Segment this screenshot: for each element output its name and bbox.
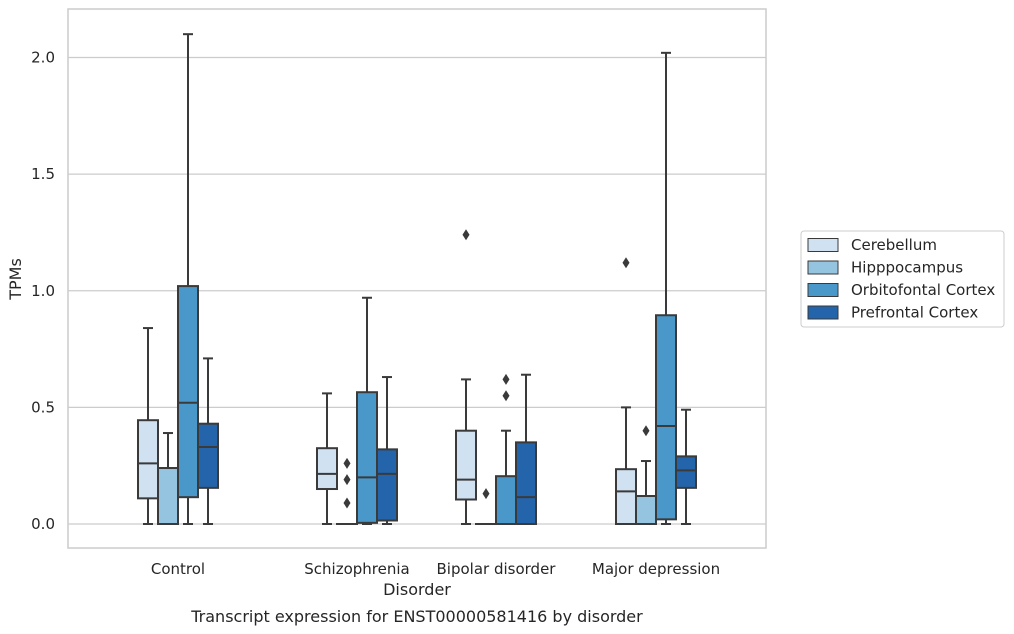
outlier-point [642, 425, 650, 437]
box-hipppocampus-1 [336, 457, 358, 526]
iqr-box [356, 391, 378, 524]
box-prefrontal-cortex-0 [197, 357, 219, 525]
legend-swatch [807, 260, 839, 275]
x-tick-label: Schizophrenia [304, 560, 409, 578]
box-hipppocampus-2 [475, 488, 497, 526]
iqr-box [655, 314, 677, 521]
outlier-point [343, 497, 351, 509]
plot-area-frame [67, 8, 767, 549]
iqr-box [455, 429, 477, 501]
outlier-point [343, 457, 351, 469]
y-tick-label: 1.5 [31, 165, 55, 183]
legend: Cerebellum Hipppocampus Orbitofontal Corte… [800, 230, 1005, 328]
box-orbitofontal-cortex-3 [655, 51, 677, 525]
y-tick-label: 1.0 [31, 282, 55, 300]
box-hipppocampus-3 [635, 425, 657, 526]
chart-caption: Transcript expression for ENST0000058141… [190, 607, 643, 626]
box-plot-marks [137, 33, 697, 526]
y-tick-labels: 0.0 0.5 1.0 1.5 2.0 [31, 49, 55, 534]
outlier-point [502, 373, 510, 385]
box-prefrontal-cortex-3 [675, 408, 697, 525]
outlier-point [482, 488, 490, 500]
box-cerebellum-3 [615, 257, 637, 525]
iqr-box [675, 455, 697, 489]
iqr-box [635, 495, 657, 526]
legend-label: Prefrontal Cortex [851, 304, 978, 322]
iqr-box [515, 441, 537, 525]
iqr-box [316, 447, 338, 491]
box-cerebellum-0 [137, 327, 159, 525]
legend-swatch [807, 238, 839, 252]
outlier-point [343, 474, 351, 486]
iqr-box [495, 475, 517, 525]
legend-swatch [807, 283, 839, 297]
iqr-box [157, 467, 179, 525]
x-tick-label: Control [151, 560, 205, 578]
y-tick-label: 2.0 [31, 49, 55, 67]
x-axis-label: Disorder [383, 580, 451, 599]
legend-label: Cerebellum [851, 236, 937, 254]
outlier-point [622, 257, 630, 269]
box-orbitofontal-cortex-2 [495, 373, 517, 525]
box-orbitofontal-cortex-0 [177, 33, 199, 525]
box-prefrontal-cortex-2 [515, 373, 537, 525]
box-orbitofontal-cortex-1 [356, 296, 378, 525]
x-tick-label: Bipolar disorder [437, 560, 557, 578]
y-tick-label: 0.0 [31, 515, 55, 533]
y-axis-label: TPMs [6, 258, 25, 301]
outlier-point [502, 390, 510, 402]
box-hipppocampus-0 [157, 432, 179, 525]
box-cerebellum-1 [316, 392, 338, 525]
box-cerebellum-2 [455, 229, 477, 525]
iqr-box [376, 448, 398, 522]
legend-label: Orbitofontal Cortex [851, 281, 995, 299]
iqr-box [615, 468, 637, 525]
y-tick-label: 0.5 [31, 398, 55, 416]
x-tick-labels: Control Schizophrenia Bipolar disorder Majo… [151, 560, 720, 578]
legend-label: Hipppocampus [851, 259, 963, 277]
iqr-box [137, 419, 159, 500]
legend-frame [800, 230, 1005, 328]
iqr-box [177, 285, 199, 499]
outlier-point [462, 229, 470, 241]
legend-swatch [807, 305, 839, 320]
x-tick-label: Major depression [592, 560, 720, 578]
iqr-box [197, 422, 219, 489]
box-prefrontal-cortex-1 [376, 376, 398, 525]
